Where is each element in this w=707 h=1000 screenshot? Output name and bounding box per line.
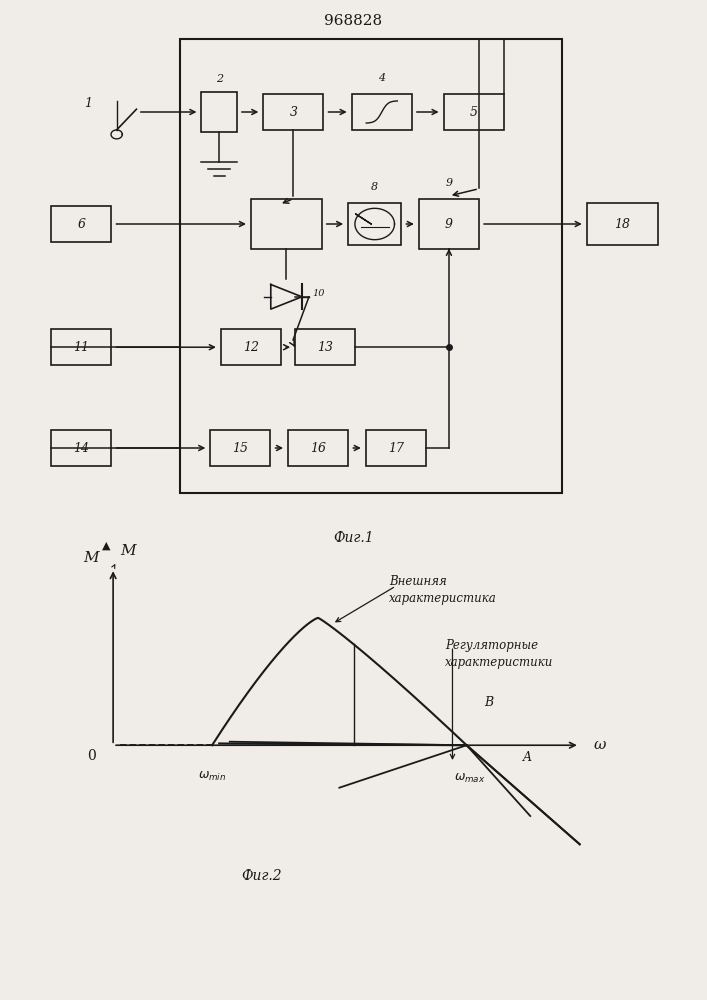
Text: 16: 16 — [310, 442, 326, 454]
Text: B: B — [484, 696, 493, 709]
Text: $\omega_{min}$: $\omega_{min}$ — [198, 770, 226, 783]
Bar — [52, 329, 112, 365]
Bar — [251, 199, 322, 249]
Text: 9: 9 — [445, 178, 452, 188]
Bar — [587, 203, 658, 245]
Bar — [221, 329, 281, 365]
Bar — [264, 94, 324, 130]
Text: 9: 9 — [445, 218, 453, 231]
Text: 12: 12 — [243, 341, 259, 354]
Bar — [288, 430, 349, 466]
Bar — [211, 430, 271, 466]
Text: 1: 1 — [84, 97, 93, 110]
Text: 8: 8 — [371, 182, 378, 192]
Text: 17: 17 — [388, 442, 404, 454]
Text: ω: ω — [594, 738, 607, 752]
Text: 968828: 968828 — [325, 14, 382, 28]
Bar — [444, 94, 503, 130]
Text: 11: 11 — [74, 341, 89, 354]
Text: Регуляторные
характеристики: Регуляторные характеристики — [445, 639, 554, 669]
Text: 5: 5 — [469, 105, 478, 118]
Text: M: M — [120, 544, 136, 558]
Text: A: A — [523, 751, 532, 764]
Bar — [180, 39, 562, 493]
Bar — [52, 206, 112, 242]
Text: 3: 3 — [289, 105, 298, 118]
Text: Фиг.1: Фиг.1 — [333, 531, 374, 545]
Text: $\omega_{max}$: $\omega_{max}$ — [455, 772, 486, 785]
Bar — [419, 199, 479, 249]
Text: 0: 0 — [87, 749, 95, 763]
Bar — [52, 430, 112, 466]
Text: 6: 6 — [77, 218, 86, 231]
Bar — [349, 203, 402, 245]
Bar — [352, 94, 411, 130]
Bar — [201, 92, 237, 132]
Text: ▲: ▲ — [102, 541, 110, 551]
Bar — [366, 430, 426, 466]
Text: Фиг.2: Фиг.2 — [241, 869, 282, 883]
Text: 4: 4 — [378, 73, 385, 83]
Text: 10: 10 — [312, 290, 325, 298]
Text: 2: 2 — [216, 74, 223, 84]
Text: M: M — [83, 551, 99, 565]
Text: Внешняя
характеристика: Внешняя характеристика — [389, 575, 496, 605]
Text: 18: 18 — [614, 218, 630, 231]
Bar — [296, 329, 356, 365]
Text: 14: 14 — [74, 442, 89, 454]
Text: 13: 13 — [317, 341, 333, 354]
Text: 15: 15 — [233, 442, 248, 454]
